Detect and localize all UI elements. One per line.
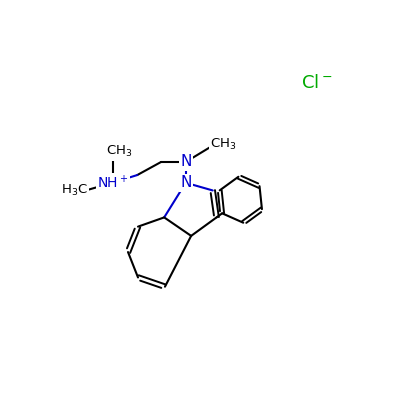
Text: N: N [180, 154, 192, 170]
Text: CH$_3$: CH$_3$ [210, 137, 237, 152]
Text: Cl$^-$: Cl$^-$ [301, 74, 332, 92]
Text: NH$^+$: NH$^+$ [97, 174, 128, 192]
Text: H$_3$C: H$_3$C [61, 183, 88, 198]
Text: N: N [180, 175, 192, 190]
Text: CH$_3$: CH$_3$ [106, 144, 132, 160]
